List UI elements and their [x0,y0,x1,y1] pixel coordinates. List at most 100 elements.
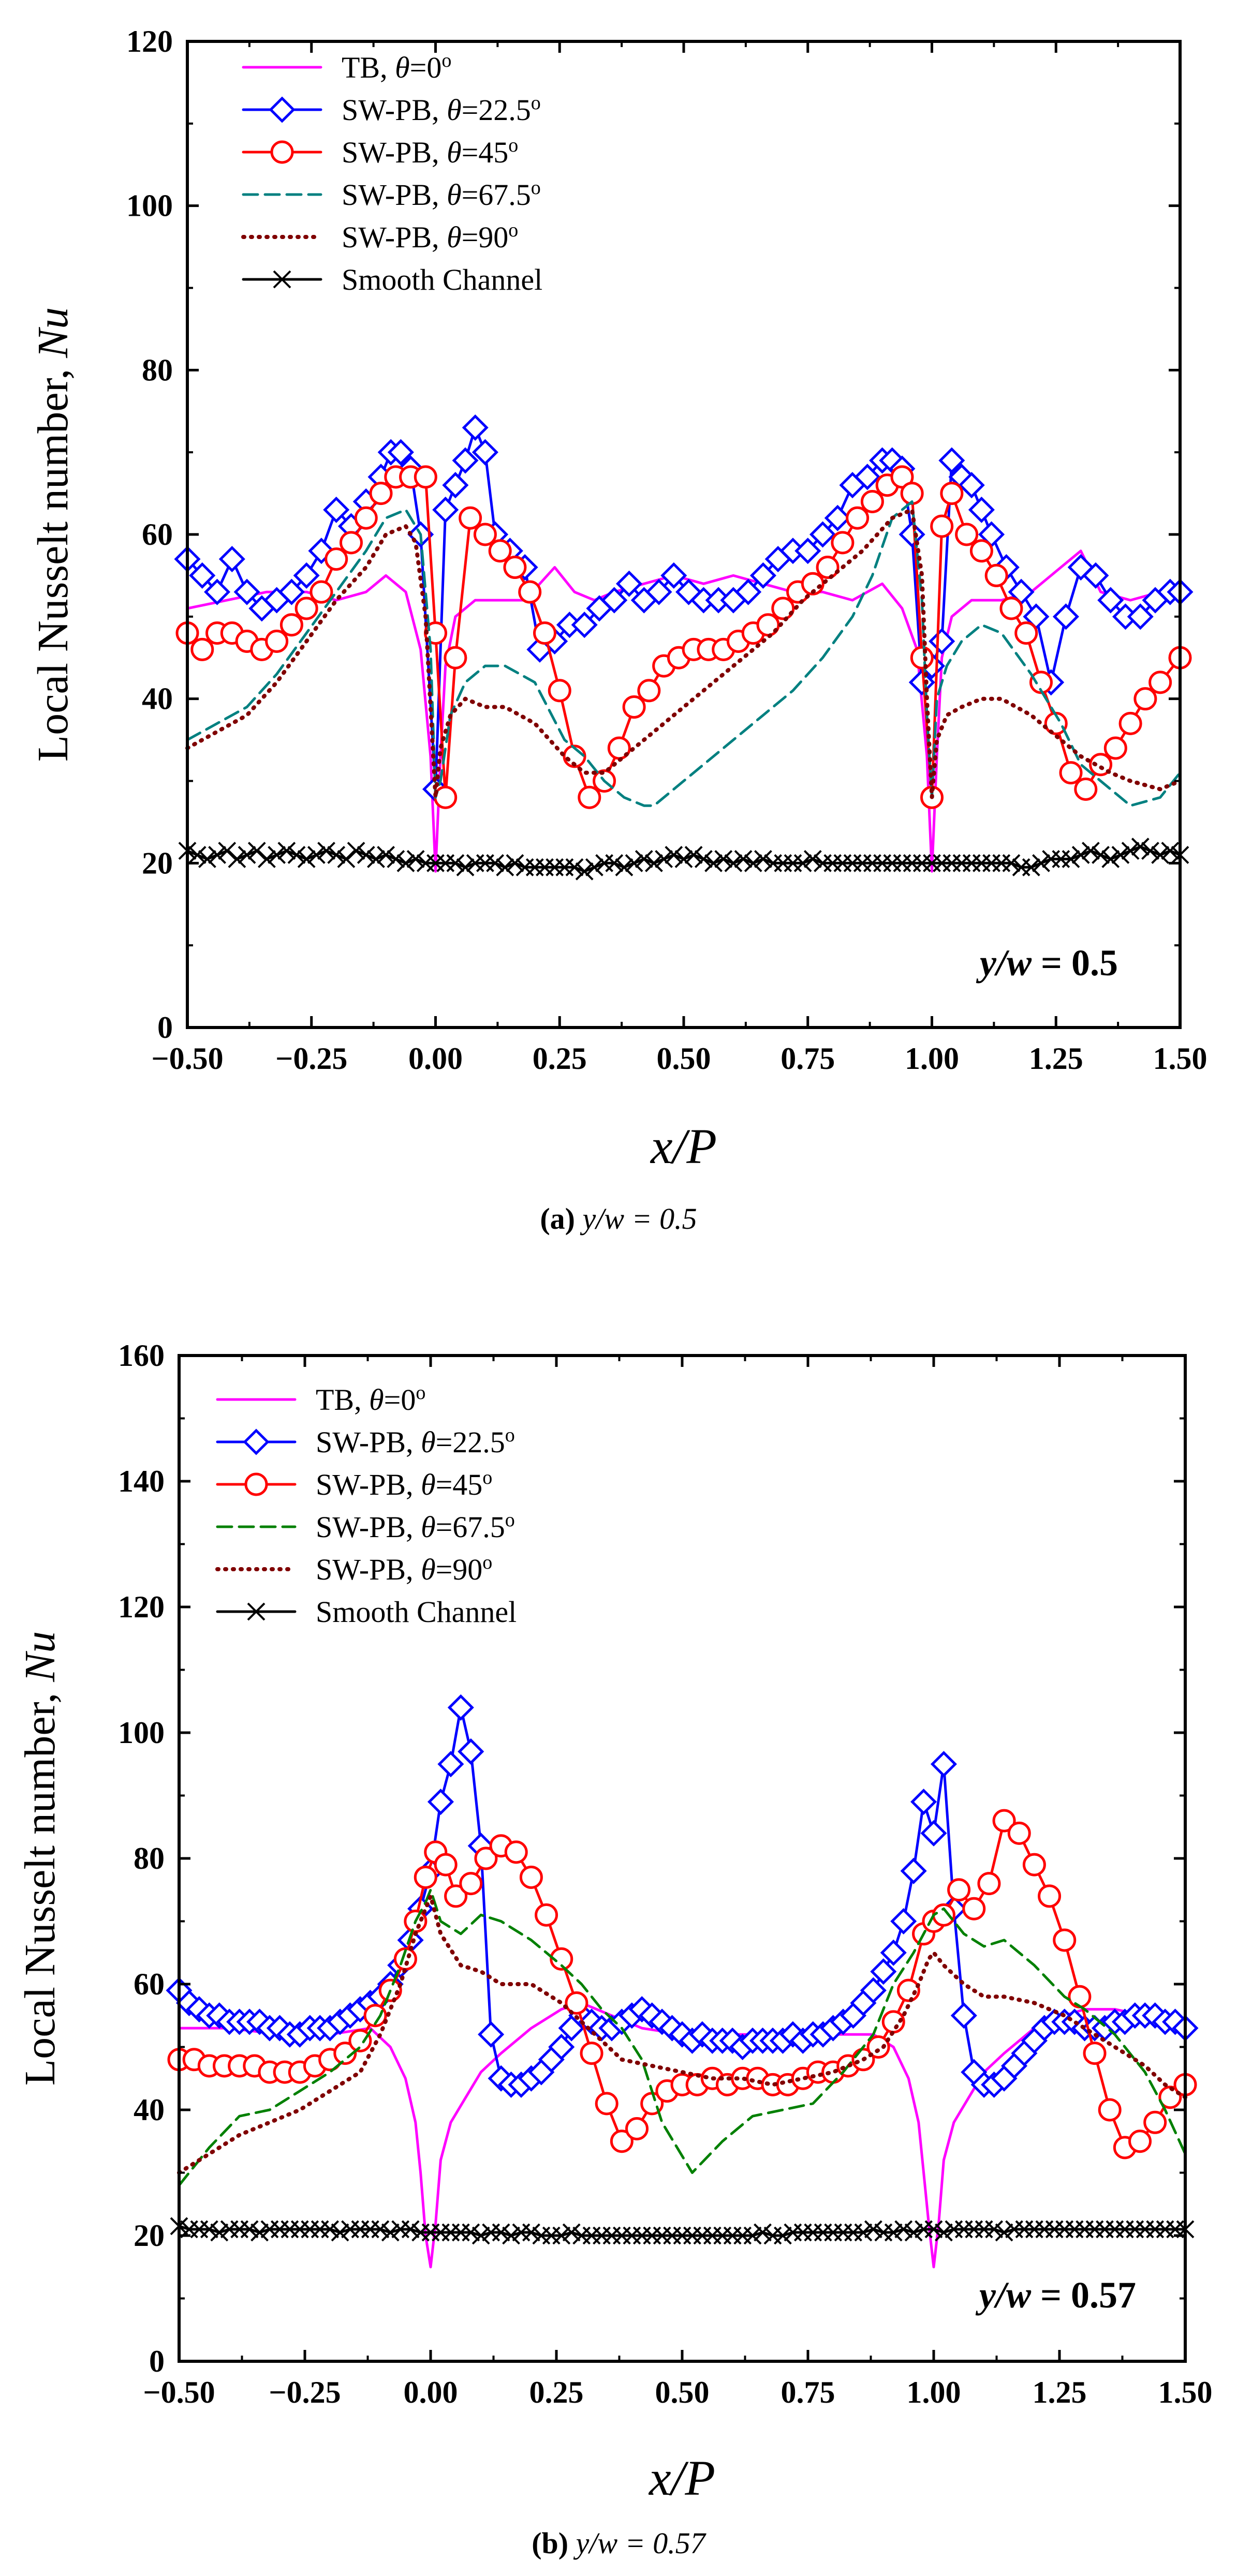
data-point [992,1809,1016,1833]
data-point [486,854,504,872]
panel-a-caption: (a) y/w = 0.5 [540,1202,697,1235]
data-point [754,850,772,868]
y-tick-label: 40 [134,2093,165,2127]
y-tick-label: 120 [118,1590,165,1624]
data-point [377,846,395,864]
legend-entry: SW-PB, θ=45o [216,1467,492,1501]
data-point [904,2223,923,2242]
data-point [472,439,498,466]
data-point [571,612,598,638]
data-point [1082,562,1109,589]
panel-b-annotation-lhs: y/w [975,2274,1032,2316]
y-tick-label: 120 [126,24,173,58]
data-point [387,439,414,466]
legend-entry: SW-PB, θ=22.5o [242,92,541,127]
data-point [1161,842,1180,860]
y-tick-label: 160 [118,1338,165,1373]
series-line [178,1888,1187,2187]
legend-marker [269,96,296,123]
data-point [605,854,624,872]
data-point [458,1738,484,1765]
data-point [924,2220,943,2239]
data-point [190,637,214,661]
data-point [339,531,363,555]
data-point [655,850,673,868]
y-tick-label: 60 [142,517,173,552]
data-point [1002,854,1021,872]
data-point [396,854,415,872]
data-point [1103,736,1127,760]
data-point [317,842,335,860]
data-point [1022,858,1040,876]
panel-b: −0.50 −0.25 0.00 0.25 0.50 0.75 1.00 1.25 1.50 0 2… [16,1338,1213,2560]
legend-label: SW-PB, θ=45o [316,1467,492,1501]
data-point [478,2021,505,2048]
series-line [185,508,1182,800]
y-tick-label: 100 [126,189,173,223]
data-point [899,521,925,548]
data-point [920,1820,947,1847]
data-point [240,2220,259,2239]
data-point [473,523,497,546]
data-point [938,447,965,474]
legend-label: TB, θ=0o [342,50,451,84]
legend-label: SW-PB, θ=67.5o [342,177,541,212]
legend-entry: TB, θ=0o [216,1382,425,1417]
data-point [1089,753,1113,777]
data-point [522,2223,540,2242]
data-point [1052,603,1079,630]
data-point [447,1694,474,1721]
x-tick-label: 1.00 [907,2375,961,2409]
data-point [459,506,482,530]
data-point [218,842,237,860]
data-point [363,2004,387,2028]
legend-entry: SW-PB, θ=90o [215,1552,492,1586]
data-point [562,2223,581,2242]
data-point [637,679,661,703]
data-point [735,578,762,605]
data-point [645,854,663,872]
data-point [831,531,855,555]
data-point [958,472,985,499]
data-point [265,629,289,653]
data-point [860,489,884,513]
data-point [601,587,628,614]
series-5 [170,2217,1195,2245]
data-point [950,2002,977,2029]
series-2 [175,465,1192,809]
data-point [1133,687,1157,711]
data-point [1092,846,1110,864]
data-point [890,465,914,489]
x-tick-label: −0.50 [151,1041,223,1076]
y-tick-label: 100 [118,1716,165,1750]
data-point [704,854,723,872]
data-point [1111,846,1130,864]
legend-marker [244,1472,268,1496]
legend-label: SW-PB, θ=22.5o [342,92,541,127]
data-point [279,613,303,637]
data-point [287,846,306,864]
legend-marker [243,1428,270,1455]
data-point [794,538,821,564]
data-point [427,1789,454,1815]
data-point [910,646,934,669]
panel-a-annotation-rhs: = 0.5 [1032,942,1118,984]
data-point [446,854,465,872]
data-point [793,854,812,872]
data-point [1062,850,1080,868]
data-point [610,2130,634,2153]
data-point [200,2220,218,2239]
data-point [533,621,556,645]
data-point [894,2220,913,2239]
data-point [456,858,475,876]
data-point [1053,1928,1077,1952]
data-point [452,447,479,474]
data-point [578,785,601,809]
data-point [444,1884,468,1908]
data-point [293,562,320,589]
data-point [321,2220,340,2239]
data-point [773,2226,792,2245]
data-point [714,850,733,868]
data-point [999,597,1023,620]
legend-label: SW-PB, θ=67.5o [316,1509,515,1544]
